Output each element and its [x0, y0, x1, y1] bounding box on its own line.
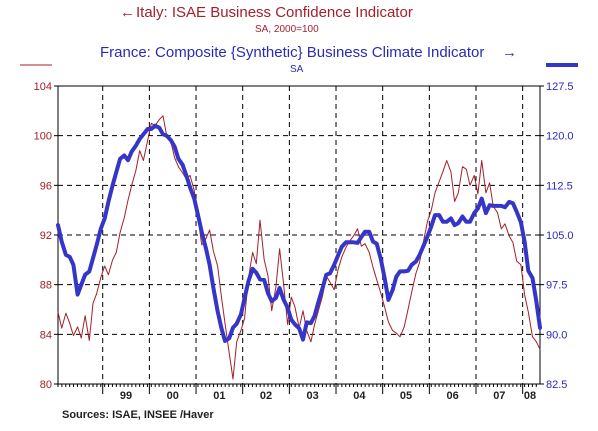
x-tick-label: 03 [307, 390, 319, 402]
x-tick-label: 01 [213, 390, 225, 402]
x-tick-label: 06 [447, 390, 459, 402]
france-title: France: Composite {Synthetic} Business C… [100, 44, 484, 61]
left-tick-label: 100 [34, 131, 52, 143]
grid-layer [58, 86, 540, 384]
left-tick-label: 88 [40, 280, 52, 292]
france-title-arrow: → [502, 44, 517, 61]
x-tick-label: 04 [353, 390, 366, 402]
ticks-layer: 80 84 88 92 96 100 104 82.5 90.0 97.5 105.0 112.5 12… [34, 81, 574, 402]
source-note: Sources: ISAE, INSEE /Haver [62, 409, 214, 421]
right-tick-label: 105.0 [546, 230, 574, 242]
right-tick-label: 112.5 [546, 180, 573, 192]
france-series-line [56, 123, 542, 343]
right-tick-label: 127.5 [546, 81, 574, 93]
x-tick-label: 99 [120, 390, 132, 402]
x-tick-label: 00 [167, 390, 179, 402]
right-tick-label: 120.0 [546, 131, 574, 143]
france-subtitle: SA [290, 64, 304, 75]
x-tick-label: 02 [260, 390, 272, 402]
right-tick-label: 97.5 [546, 280, 567, 292]
right-tick-label: 82.5 [546, 379, 567, 391]
series-layer [56, 115, 542, 380]
italy-title-arrow: ← [120, 4, 135, 21]
italy-title: Italy: ISAE Business Confidence Indicato… [136, 4, 413, 21]
italy-subtitle: SA, 2000=100 [255, 24, 319, 35]
x-tick-label: 05 [400, 390, 412, 402]
x-tick-label: 08 [524, 390, 536, 402]
left-tick-label: 84 [40, 329, 52, 341]
left-tick-label: 96 [40, 180, 52, 192]
right-tick-label: 90.0 [546, 329, 567, 341]
x-tick-label: 07 [493, 390, 505, 402]
left-tick-label: 80 [40, 379, 52, 391]
left-tick-label: 104 [34, 81, 52, 93]
left-tick-label: 92 [40, 230, 52, 242]
